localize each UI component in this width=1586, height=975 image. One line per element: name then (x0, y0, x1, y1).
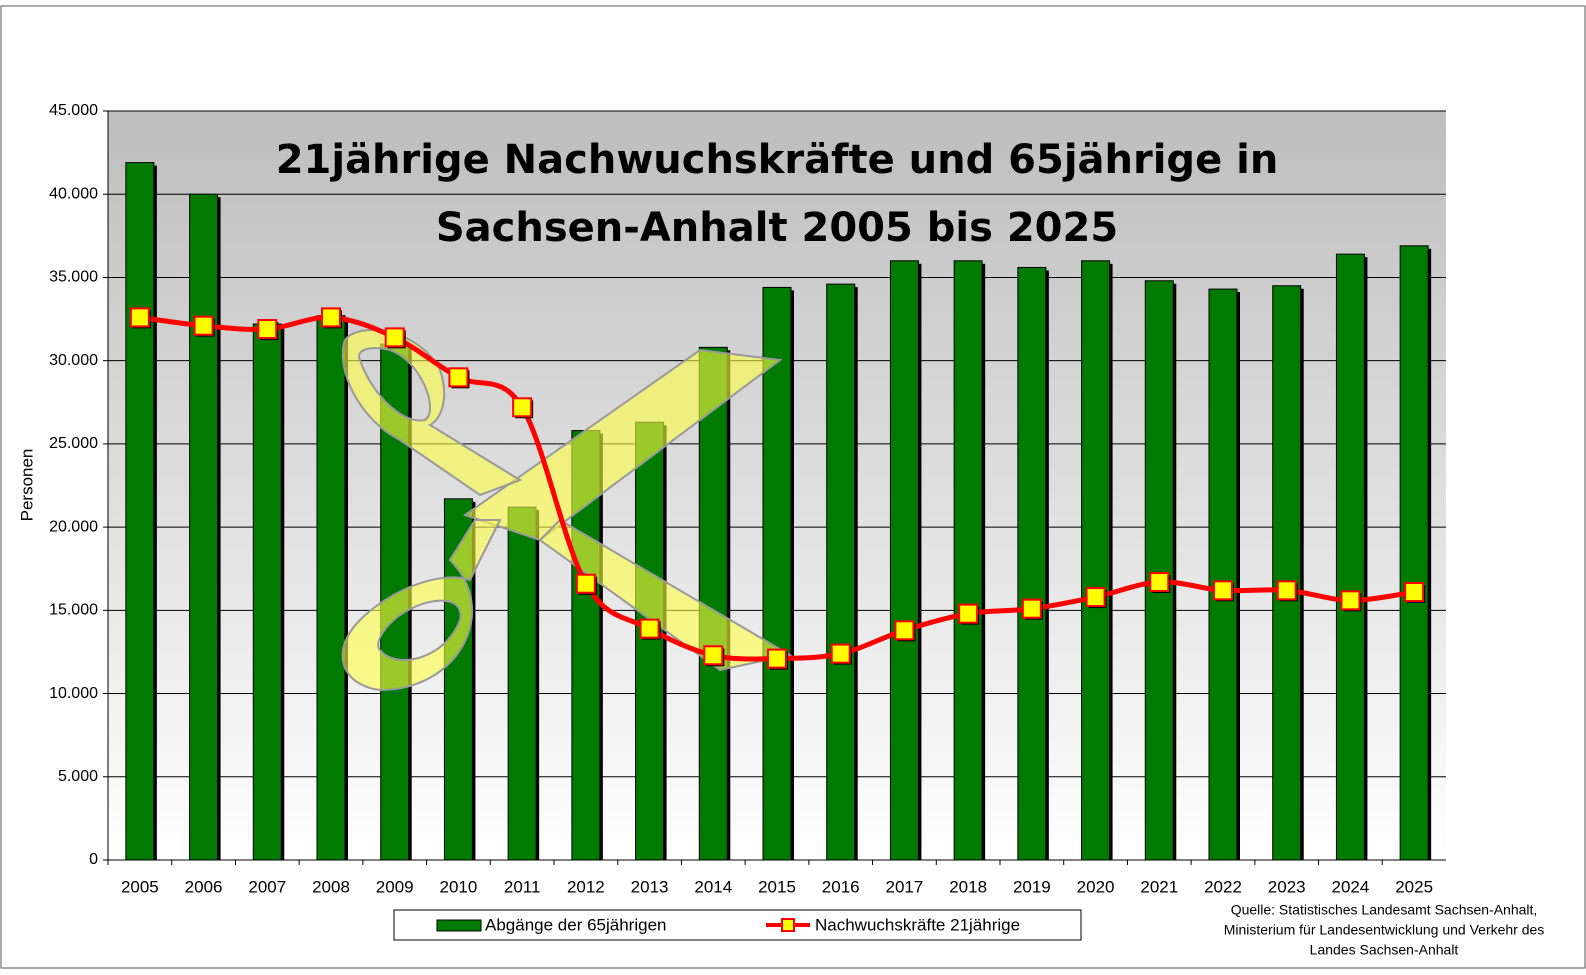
marker (832, 645, 850, 663)
y-tick-label: 25.000 (49, 435, 98, 452)
x-tick-label: 2025 (1395, 877, 1433, 896)
marker (768, 650, 786, 668)
bar (636, 422, 664, 860)
y-tick-label: 5.000 (58, 768, 98, 785)
source: Quelle: Statistisches Landesamt Sachsen-… (1231, 902, 1538, 918)
legend-swatch (437, 920, 481, 931)
bar (1082, 261, 1110, 860)
marker (1405, 583, 1423, 601)
y-tick-label: 35.000 (49, 269, 98, 286)
chart: 21jährige Nachwuchskräfte und 65jährige … (0, 0, 1586, 970)
chart-title: Sachsen-Anhalt 2005 bis 2025 (436, 205, 1118, 251)
marker (1023, 600, 1041, 618)
legend-marker (782, 919, 794, 931)
bar (190, 194, 218, 860)
bar (1400, 246, 1428, 860)
marker (1087, 588, 1105, 606)
x-tick-label: 2010 (440, 877, 478, 896)
x-tick-label: 2021 (1140, 877, 1178, 896)
marker (1278, 581, 1296, 599)
chart-title: 21jährige Nachwuchskräfte und 65jährige … (276, 137, 1279, 183)
bar (954, 261, 982, 860)
x-tick-label: 2008 (312, 877, 350, 896)
x-tick-label: 2024 (1332, 877, 1370, 896)
marker (1214, 581, 1232, 599)
legend-label: Abgänge der 65jährigen (485, 915, 666, 934)
marker (513, 398, 531, 416)
x-tick-label: 2017 (886, 877, 924, 896)
x-tick-label: 2016 (822, 877, 860, 896)
bar (1336, 254, 1364, 860)
source: Landes Sachsen-Anhalt (1310, 942, 1459, 958)
x-tick-label: 2020 (1077, 877, 1115, 896)
x-tick-label: 2015 (758, 877, 796, 896)
x-tick-label: 2019 (1013, 877, 1051, 896)
x-tick-label: 2005 (121, 877, 159, 896)
marker (895, 621, 913, 639)
y-tick-label: 40.000 (49, 185, 98, 202)
y-axis-label: Personen (17, 449, 36, 522)
marker (641, 620, 659, 638)
bar (1145, 281, 1173, 860)
marker (322, 308, 340, 326)
y-tick-label: 45.000 (49, 102, 98, 119)
source: Ministerium für Landesentwicklung und Ve… (1224, 922, 1545, 938)
x-tick-label: 2014 (694, 877, 732, 896)
bar (763, 287, 791, 860)
y-tick-label: 15.000 (49, 602, 98, 619)
marker (449, 368, 467, 386)
x-tick-label: 2023 (1268, 877, 1306, 896)
marker (131, 308, 149, 326)
marker (195, 317, 213, 335)
bar (317, 316, 345, 860)
y-tick-label: 20.000 (49, 518, 98, 535)
marker (386, 328, 404, 346)
bar (126, 163, 154, 860)
y-tick-label: 0 (89, 851, 98, 868)
marker (704, 646, 722, 664)
marker (959, 605, 977, 623)
marker (1341, 591, 1359, 609)
x-tick-label: 2009 (376, 877, 414, 896)
marker (1150, 573, 1168, 591)
x-tick-label: 2006 (185, 877, 223, 896)
bar (1209, 289, 1237, 860)
x-tick-label: 2013 (631, 877, 669, 896)
bar (253, 324, 281, 860)
bar (890, 261, 918, 860)
bar (508, 507, 536, 860)
y-tick-label: 30.000 (49, 352, 98, 369)
x-tick-label: 2011 (504, 877, 541, 896)
x-tick-label: 2018 (949, 877, 987, 896)
x-tick-label: 2007 (248, 877, 286, 896)
marker (258, 320, 276, 338)
bar (1273, 286, 1301, 860)
marker (577, 575, 595, 593)
x-tick-label: 2012 (567, 877, 605, 896)
legend-label: Nachwuchskräfte 21jährige (815, 915, 1020, 934)
bar (1018, 267, 1046, 860)
y-tick-label: 10.000 (49, 685, 98, 702)
x-tick-label: 2022 (1204, 877, 1242, 896)
bar (827, 284, 855, 860)
